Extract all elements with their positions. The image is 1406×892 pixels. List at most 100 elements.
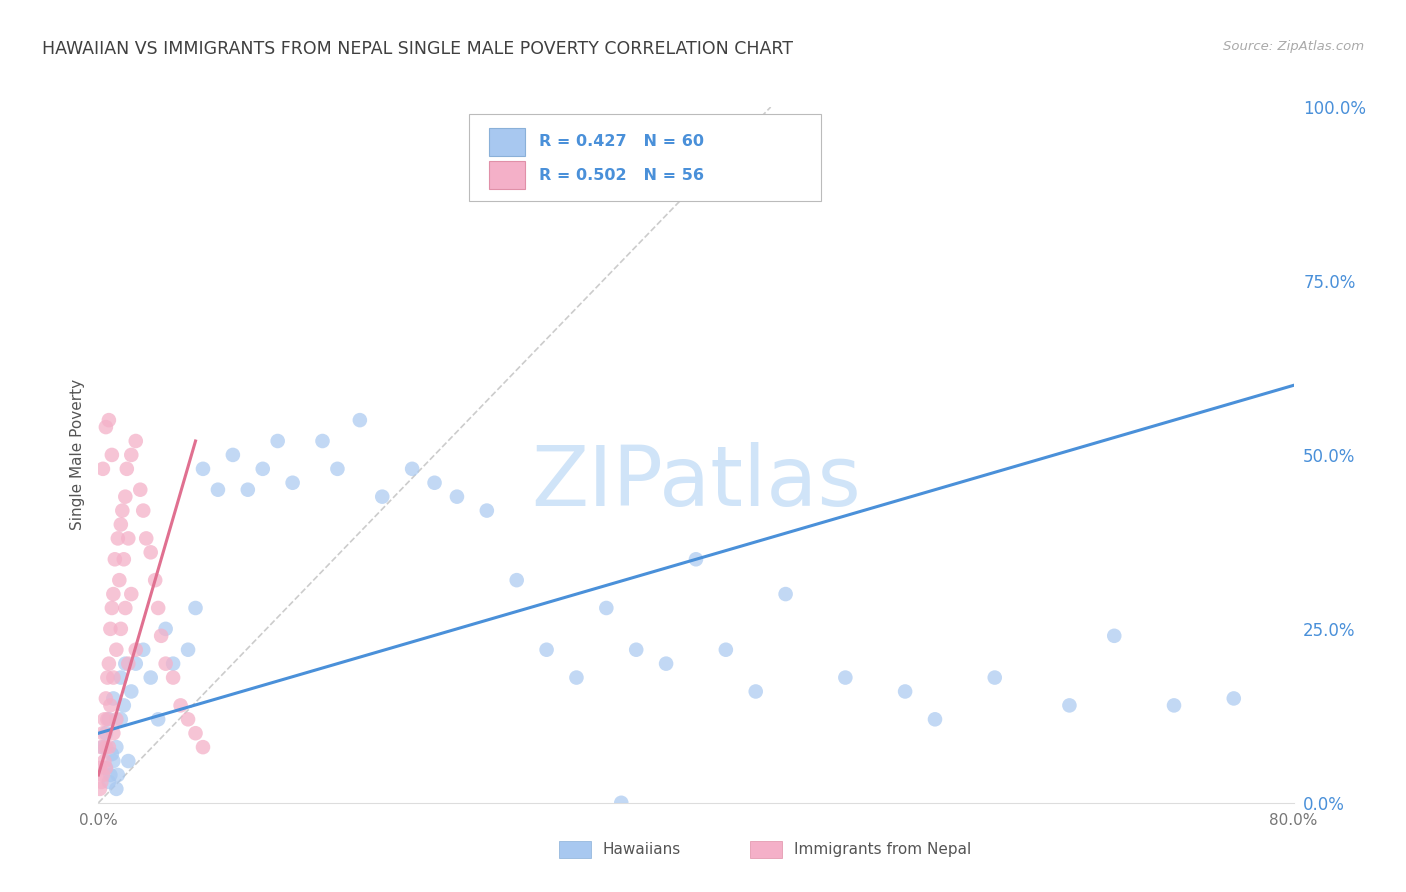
Point: [162, 671, 184, 685]
Point: [155, 622, 177, 636]
Point: [267, 434, 290, 448]
Point: [91, 462, 114, 476]
Point: [311, 434, 333, 448]
Point: [93, 754, 115, 768]
Point: [107, 768, 129, 782]
Point: [101, 448, 124, 462]
Text: Immigrants from Nepal: Immigrants from Nepal: [794, 842, 972, 857]
Point: [94, 691, 117, 706]
Point: [236, 483, 259, 497]
Point: [610, 796, 633, 810]
Point: [96, 712, 118, 726]
Point: [475, 503, 498, 517]
Text: Hawaiians: Hawaiians: [603, 842, 681, 857]
Point: [1163, 698, 1185, 713]
Point: [112, 552, 135, 566]
Point: [105, 781, 128, 796]
Point: [104, 552, 127, 566]
Point: [984, 671, 1007, 685]
Point: [93, 712, 115, 726]
Point: [103, 726, 125, 740]
Point: [155, 657, 177, 671]
Point: [91, 726, 114, 740]
Point: [834, 671, 856, 685]
Point: [1104, 629, 1126, 643]
Point: [94, 726, 117, 740]
Point: [91, 768, 114, 782]
Point: [90, 775, 112, 789]
Point: [132, 642, 155, 657]
Point: [120, 684, 142, 698]
Point: [252, 462, 274, 476]
Point: [103, 587, 125, 601]
Point: [1059, 698, 1081, 713]
Point: [101, 601, 124, 615]
Point: [139, 671, 162, 685]
Point: [281, 475, 304, 490]
Point: [110, 517, 132, 532]
Point: [169, 698, 191, 713]
Point: [114, 657, 136, 671]
Point: [177, 642, 200, 657]
Text: HAWAIIAN VS IMMIGRANTS FROM NEPAL SINGLE MALE POVERTY CORRELATION CHART: HAWAIIAN VS IMMIGRANTS FROM NEPAL SINGLE…: [42, 40, 793, 58]
Point: [107, 532, 129, 546]
Point: [685, 552, 707, 566]
Point: [94, 761, 117, 775]
Point: [114, 490, 136, 504]
Point: [595, 601, 617, 615]
Point: [97, 775, 120, 789]
Point: [100, 698, 122, 713]
Point: [117, 532, 139, 546]
Point: [148, 712, 170, 726]
Point: [105, 642, 128, 657]
Text: R = 0.427   N = 60: R = 0.427 N = 60: [540, 135, 704, 149]
Point: [184, 601, 207, 615]
Text: ZIPatlas: ZIPatlas: [531, 442, 860, 524]
Point: [125, 434, 148, 448]
FancyBboxPatch shape: [470, 114, 821, 201]
Point: [97, 712, 120, 726]
Point: [349, 413, 371, 427]
Point: [714, 642, 737, 657]
Point: [924, 712, 946, 726]
Point: [536, 642, 558, 657]
Point: [97, 740, 120, 755]
Text: Source: ZipAtlas.com: Source: ZipAtlas.com: [1223, 40, 1364, 54]
Point: [894, 684, 917, 698]
Point: [446, 490, 468, 504]
Point: [108, 573, 131, 587]
Point: [96, 671, 118, 685]
Point: [110, 671, 132, 685]
Point: [89, 781, 111, 796]
Point: [91, 740, 114, 755]
Point: [655, 657, 678, 671]
Point: [184, 726, 207, 740]
Point: [143, 573, 166, 587]
Point: [139, 545, 162, 559]
Point: [120, 587, 142, 601]
Point: [150, 629, 173, 643]
Bar: [558, 841, 591, 858]
Point: [125, 642, 148, 657]
Point: [371, 490, 394, 504]
Point: [1223, 691, 1246, 706]
Point: [114, 601, 136, 615]
Point: [120, 448, 142, 462]
Point: [111, 503, 134, 517]
Point: [101, 747, 124, 761]
Point: [745, 684, 768, 698]
Point: [423, 475, 446, 490]
Bar: [749, 841, 782, 858]
Point: [90, 740, 112, 755]
Point: [148, 601, 170, 615]
Point: [326, 462, 349, 476]
Y-axis label: Single Male Poverty: Single Male Poverty: [69, 379, 84, 531]
Point: [565, 671, 588, 685]
Point: [162, 657, 184, 671]
Point: [117, 657, 139, 671]
Point: [115, 462, 138, 476]
Point: [401, 462, 423, 476]
Point: [207, 483, 229, 497]
Point: [100, 622, 122, 636]
Bar: [489, 161, 524, 189]
